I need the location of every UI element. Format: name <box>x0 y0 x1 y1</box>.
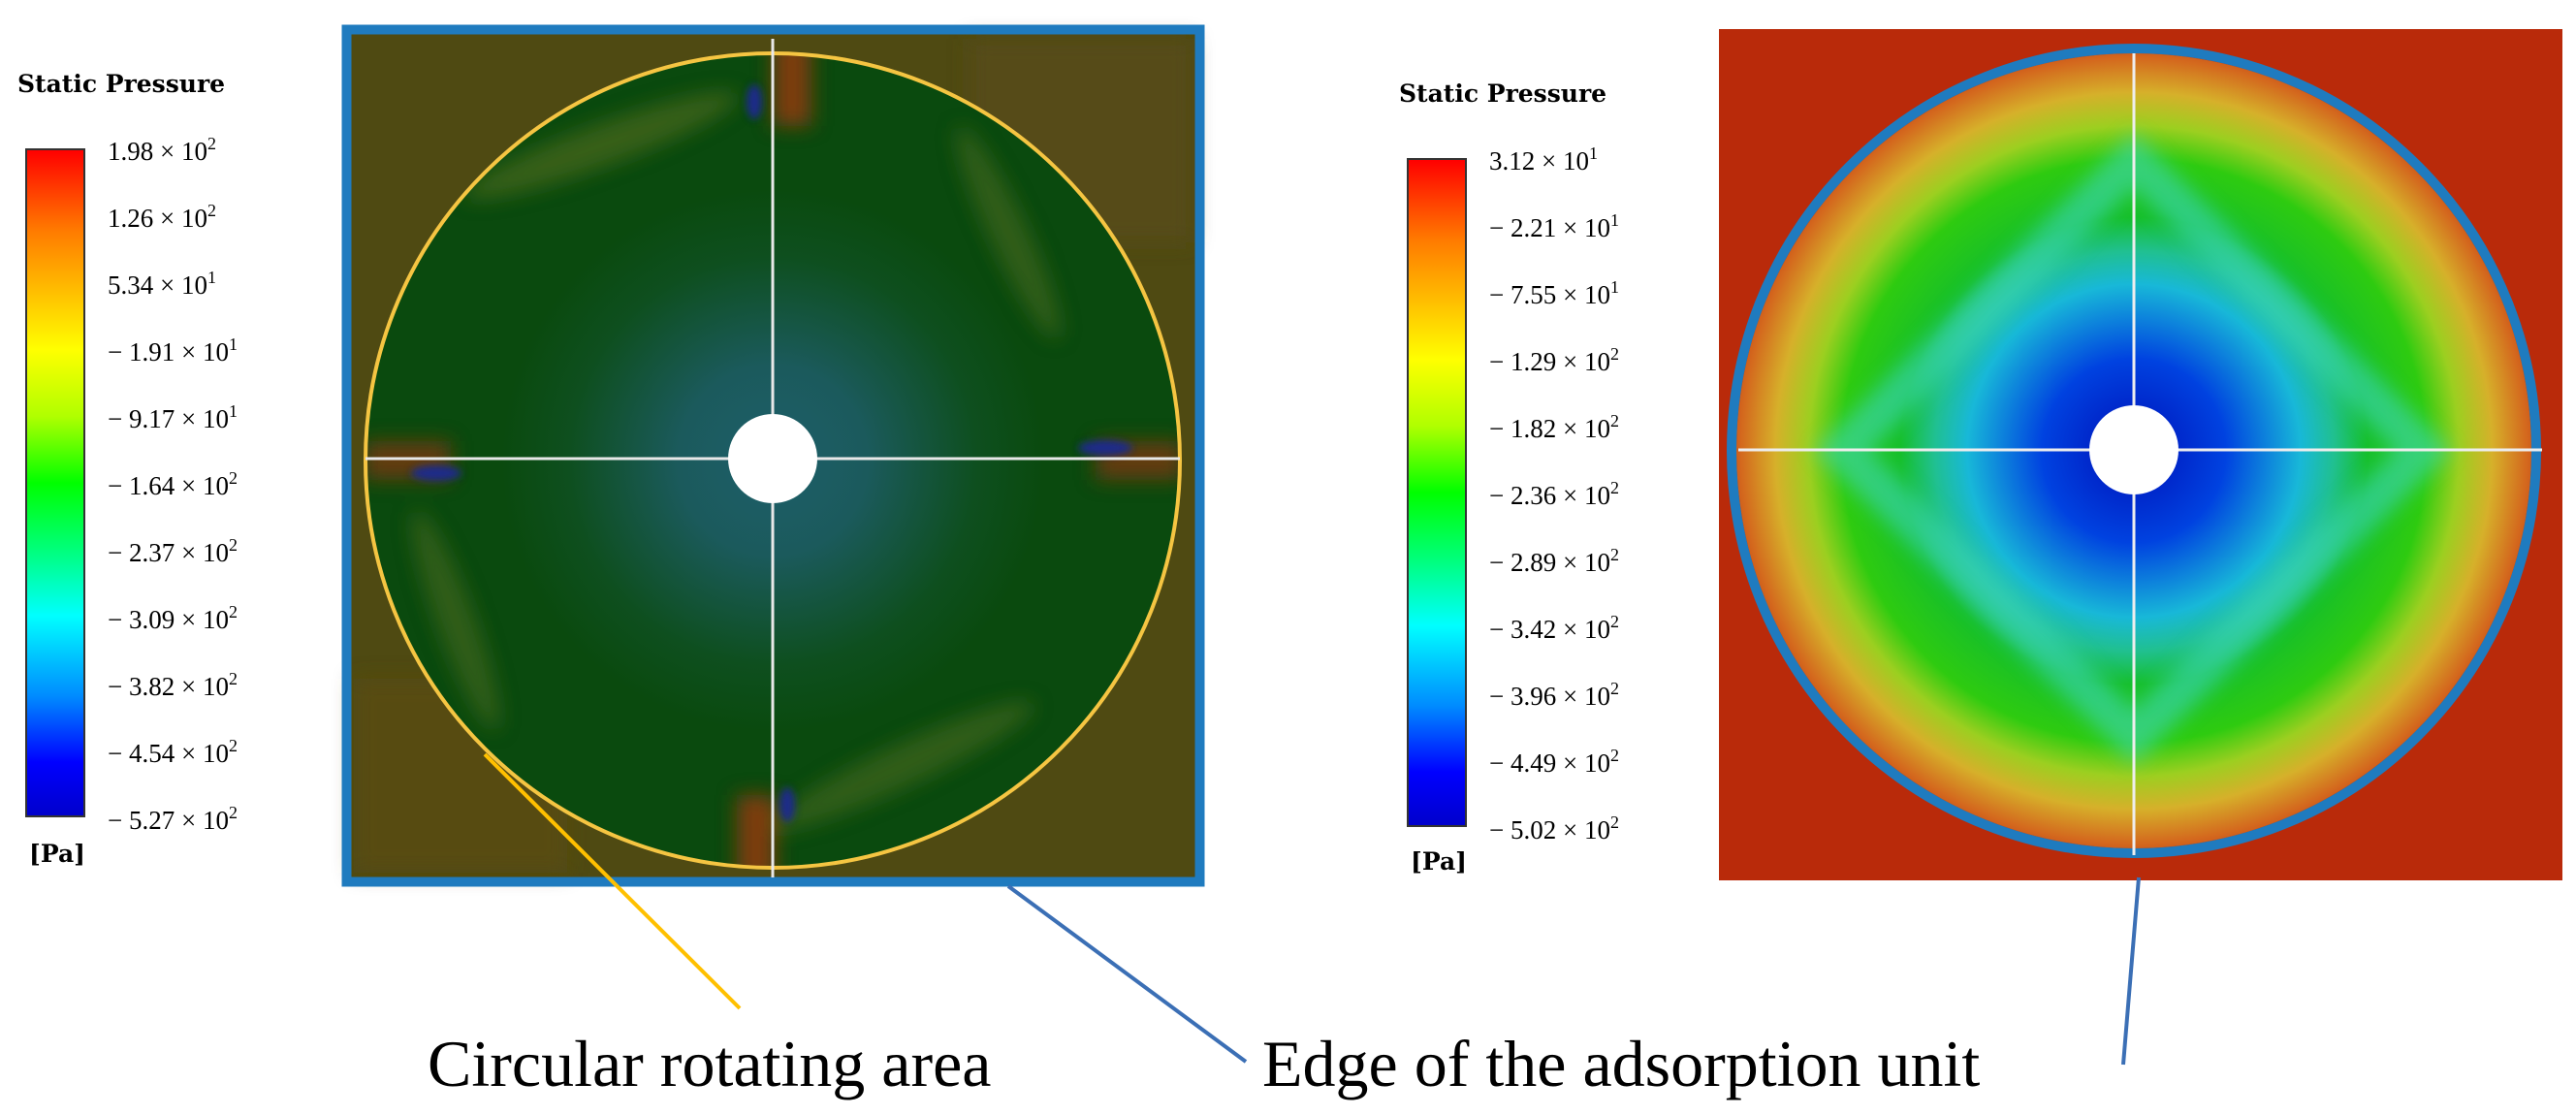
adsorption-edge-caption: Edge of the adsorption unit <box>1262 1027 1981 1100</box>
right-legend-tick-label: 3.12 × 101 <box>1489 143 1598 175</box>
left-center-hub <box>728 414 817 503</box>
left-legend-tick-label: − 2.37 × 102 <box>108 535 238 567</box>
left-pressure-contour <box>341 24 1205 887</box>
rotating-area-leader-line <box>483 752 742 1010</box>
left-legend-tick-label: − 1.91 × 101 <box>108 334 238 366</box>
right-legend-title: Static Pressure <box>1399 80 1607 108</box>
right-edge-leader-line <box>2121 876 2141 1066</box>
right-legend-tick-label: − 7.55 × 101 <box>1489 277 1619 309</box>
right-legend-unit: [Pa] <box>1411 847 1467 876</box>
circular-rotating-area-caption: Circular rotating area <box>428 1027 992 1100</box>
left-colorbar <box>25 148 85 817</box>
right-legend-tick-label: − 2.36 × 102 <box>1489 478 1619 510</box>
right-legend-tick-label: − 1.82 × 102 <box>1489 411 1619 443</box>
left-legend-tick-label: 1.98 × 102 <box>108 134 216 166</box>
left-legend-tick-label: − 1.64 × 102 <box>108 468 238 500</box>
right-legend-tick-label: − 4.49 × 102 <box>1489 746 1619 778</box>
right-center-hub <box>2089 405 2178 494</box>
right-legend-tick-label: − 3.96 × 102 <box>1489 679 1619 711</box>
right-legend-tick-label: − 5.02 × 102 <box>1489 812 1619 844</box>
left-edge-leader-line <box>1006 884 1248 1064</box>
right-colorbar <box>1407 158 1467 827</box>
left-legend-title: Static Pressure <box>17 70 226 98</box>
left-adsorption-unit-edge <box>341 24 1205 887</box>
left-legend-tick-label: − 3.82 × 102 <box>108 669 238 701</box>
left-legend-tick-label: 5.34 × 101 <box>108 268 216 300</box>
left-legend-tick-label: 1.26 × 102 <box>108 201 216 233</box>
left-vortex-streaks <box>366 53 1180 868</box>
right-pressure-contour <box>1719 29 2562 880</box>
left-legend-tick-label: − 5.27 × 102 <box>108 803 238 835</box>
right-legend-tick-label: − 3.42 × 102 <box>1489 612 1619 644</box>
left-low-pressure-spots <box>411 84 1132 822</box>
left-legend-unit: [Pa] <box>29 840 85 868</box>
left-legend-tick-label: − 4.54 × 102 <box>108 736 238 768</box>
right-legend-tick-label: − 2.89 × 102 <box>1489 545 1619 577</box>
left-legend-tick-label: − 3.09 × 102 <box>108 602 238 634</box>
left-legend-tick-label: − 9.17 × 101 <box>108 401 238 433</box>
right-legend-tick-label: − 2.21 × 101 <box>1489 210 1619 242</box>
right-legend-tick-label: − 1.29 × 102 <box>1489 344 1619 376</box>
